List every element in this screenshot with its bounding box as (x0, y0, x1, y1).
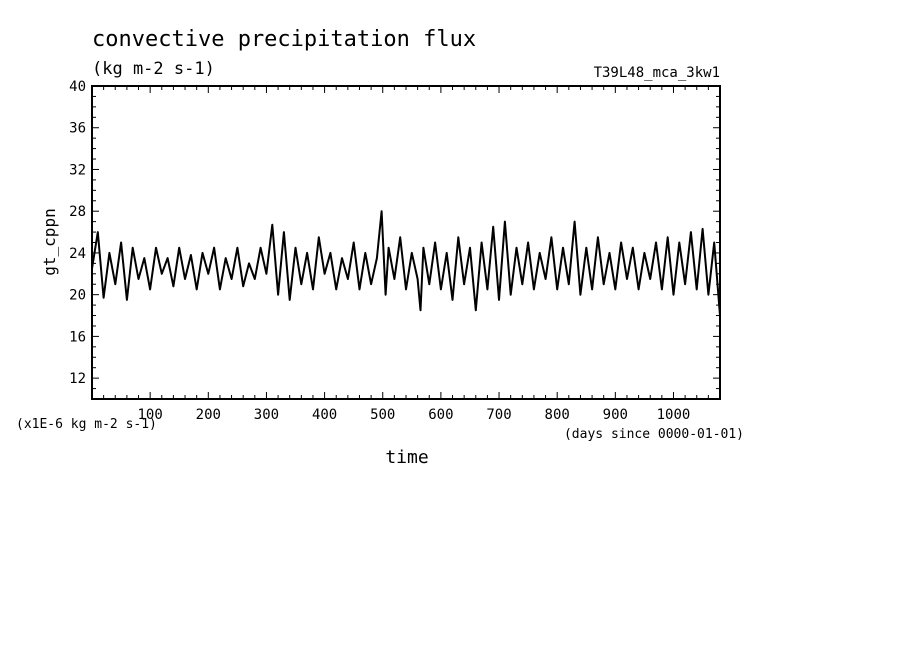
x-tick-label: 200 (196, 407, 221, 423)
y-tick-label: 40 (69, 79, 86, 95)
y-tick-label: 32 (69, 162, 86, 178)
y-axis-label: gt_cppn (40, 208, 59, 275)
x-tick-label: 800 (545, 407, 570, 423)
y-tick-label: 28 (69, 204, 86, 220)
chart-title: convective precipitation flux (92, 27, 476, 52)
chart-subtitle: (kg m-2 s-1) (92, 59, 215, 79)
x-tick-label: 900 (603, 407, 628, 423)
x-tick-label: 300 (254, 407, 279, 423)
series-line-gt-cppn (91, 210, 721, 316)
y-tick-label: 16 (69, 329, 86, 345)
x-tick-label: 600 (428, 407, 453, 423)
x-axis-label: time (385, 447, 428, 468)
axis-ticks (91, 85, 721, 400)
run-label: T39L48_mca_3kw1 (594, 65, 720, 81)
y-scale-note: (x1E-6 kg m-2 s-1) (16, 417, 157, 432)
x-tick-label: 700 (486, 407, 511, 423)
x-tick-label: 500 (370, 407, 395, 423)
plot-frame (91, 85, 721, 400)
y-tick-label: 24 (69, 246, 86, 262)
x-tick-label: 400 (312, 407, 337, 423)
tick-labels: 12 16 20 24 28 32 36 40 100 200 300 400 500 600 700 800… (69, 79, 690, 423)
y-tick-label: 20 (69, 288, 86, 304)
x-tick-label: 100 (137, 407, 162, 423)
x-tick-label: 1000 (657, 407, 691, 423)
y-tick-label: 12 (69, 371, 86, 387)
y-tick-label: 36 (69, 121, 86, 137)
x-units-note: (days since 0000-01-01) (564, 427, 744, 442)
